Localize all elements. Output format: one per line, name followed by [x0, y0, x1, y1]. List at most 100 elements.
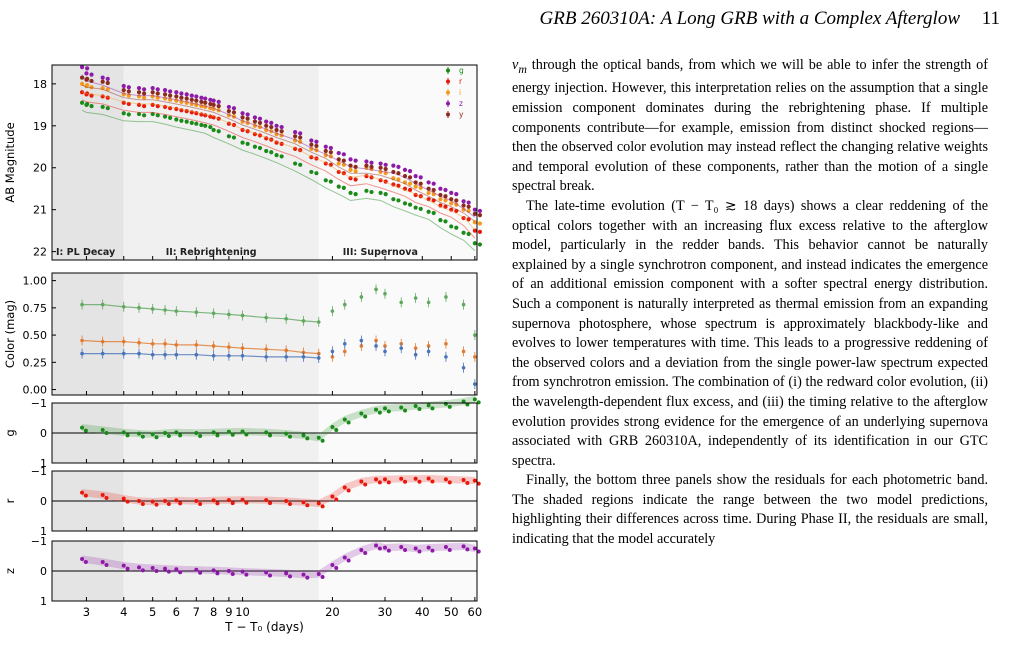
- mag-point-r: [126, 101, 131, 107]
- mag-point-i: [431, 192, 436, 197]
- running-title: GRB 260310A: A Long GRB with a Complex A…: [539, 8, 960, 29]
- mag-point-y: [309, 142, 314, 147]
- ytick-label: 1: [40, 457, 47, 470]
- residual-model-band: [82, 395, 475, 442]
- residual-point-g: [288, 434, 293, 439]
- mag-point-r: [189, 110, 194, 115]
- residual-point-g: [240, 429, 245, 434]
- mag-point-g: [396, 198, 401, 203]
- color-point: [80, 338, 84, 343]
- color-point: [301, 355, 306, 359]
- color-point: [461, 365, 466, 370]
- mag-point-r: [336, 169, 341, 175]
- residual-point-r: [417, 479, 422, 484]
- mag-point-r: [466, 217, 471, 222]
- page-header: GRB 260310A: A Long GRB with a Complex A…: [500, 8, 1000, 36]
- mag-point-i: [184, 100, 189, 105]
- mag-point-z: [466, 200, 471, 205]
- xtick-label: 7: [193, 605, 200, 619]
- residual-point-z: [472, 546, 477, 551]
- mag-point-i: [402, 180, 408, 185]
- nu-symbol: ν: [512, 57, 519, 73]
- residual-point-g: [137, 431, 142, 436]
- ytick-label: 0.75: [23, 302, 48, 315]
- legend-label-r: r: [459, 77, 463, 86]
- residual-point-g: [100, 428, 105, 432]
- mag-point-g: [155, 113, 160, 118]
- residual-point-r: [163, 499, 168, 503]
- mag-point-i: [336, 161, 341, 166]
- mag-point-i: [162, 96, 168, 101]
- mag-point-i: [245, 120, 250, 125]
- mag-point-y: [449, 197, 454, 202]
- mag-point-z: [443, 187, 448, 193]
- residual-point-g: [305, 436, 310, 441]
- residual-point-r: [137, 499, 142, 503]
- mag-point-g: [402, 201, 408, 206]
- residual-point-r: [268, 501, 273, 506]
- color-point: [174, 309, 179, 313]
- residual-point-z: [320, 575, 325, 579]
- nu-subscript: m: [518, 61, 527, 76]
- mag-point-y: [323, 148, 328, 154]
- mag-point-r: [168, 106, 173, 111]
- mag-point-g: [454, 225, 459, 230]
- color-point: [284, 348, 288, 353]
- mag-point-g: [431, 210, 436, 216]
- color-point: [121, 351, 126, 356]
- mag-point-g: [438, 218, 443, 223]
- color-point: [461, 349, 466, 354]
- mag-point-y: [226, 109, 231, 114]
- residual-point-r: [244, 500, 249, 505]
- residual-point-g: [80, 425, 85, 430]
- color-point: [211, 311, 216, 316]
- mag-point-i: [466, 208, 471, 214]
- mag-point-g: [328, 179, 333, 184]
- color-point: [100, 302, 105, 307]
- xtick-label: 4: [120, 605, 127, 619]
- mag-point-i: [199, 103, 204, 109]
- residual-point-z: [174, 567, 179, 572]
- mag-point-y: [396, 171, 401, 176]
- mag-point-y: [477, 213, 483, 218]
- mag-point-y: [418, 181, 423, 186]
- mag-point-g: [84, 102, 89, 107]
- mag-point-z: [174, 90, 179, 95]
- mag-point-i: [341, 162, 346, 167]
- residual-point-g: [346, 420, 351, 425]
- ylabel-res_r: r: [3, 498, 17, 503]
- color-point: [240, 353, 245, 358]
- mag-point-g: [383, 192, 388, 197]
- legend-label-i: i: [459, 88, 461, 97]
- ytick-label: 0: [40, 565, 47, 578]
- residual-point-g: [104, 431, 109, 435]
- residual-point-r: [178, 501, 183, 506]
- xtick-label: 60: [468, 605, 483, 619]
- color-point: [444, 355, 448, 359]
- mag-point-r: [391, 182, 396, 187]
- mag-point-i: [293, 138, 298, 143]
- mag-point-g: [461, 230, 466, 235]
- xlabel: T − T₀ (days): [224, 620, 304, 634]
- mag-point-z: [477, 208, 483, 214]
- mag-point-r: [208, 114, 213, 119]
- mag-point-z: [328, 145, 333, 151]
- legend-marker-z: [446, 101, 450, 106]
- mag-point-z: [208, 97, 213, 102]
- color-point: [359, 344, 364, 348]
- mag-point-z: [245, 112, 250, 117]
- mag-point-g: [126, 112, 131, 117]
- color-point: [150, 352, 155, 357]
- mag-point-g: [194, 121, 199, 126]
- mag-point-y: [252, 119, 258, 124]
- mag-point-i: [194, 102, 199, 107]
- residual-point-r: [476, 481, 481, 486]
- mag-point-z: [142, 87, 147, 92]
- mag-point-r: [150, 102, 155, 107]
- color-point: [444, 342, 448, 346]
- mag-point-g: [257, 145, 263, 151]
- mag-point-z: [364, 159, 369, 164]
- mag-point-i: [413, 184, 418, 189]
- xtick-label: 9: [225, 605, 232, 619]
- residual-point-z: [374, 543, 379, 548]
